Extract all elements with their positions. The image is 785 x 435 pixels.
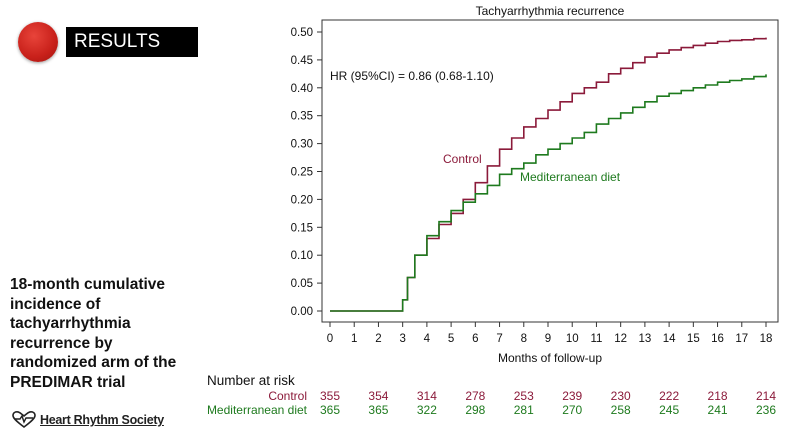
results-heading: RESULTS (66, 27, 198, 57)
risk-value: 222 (659, 389, 679, 403)
risk-value: 365 (368, 403, 388, 417)
risk-value: 322 (417, 403, 437, 417)
x-tick-label: 4 (424, 333, 431, 345)
risk-value: 245 (659, 403, 679, 417)
x-tick-label: 16 (711, 333, 724, 345)
risk-value: 365 (320, 403, 340, 417)
axes: 0.00 0.05 0.10 0.15 0.20 0.25 0.30 0.35 0.40 0.45… (291, 27, 773, 345)
labels-layer: Tachyarrhythmia recurrence Months of foll… (330, 4, 625, 365)
x-tick-label: 15 (687, 333, 700, 345)
y-tick-label: 0.10 (291, 250, 313, 262)
logo-text: Heart Rhythm Society (40, 413, 164, 427)
risk-value: 298 (465, 403, 485, 417)
x-tick-label: 17 (735, 333, 748, 345)
hr-annotation: HR (95%CI) = 0.86 (0.68-1.10) (330, 69, 494, 83)
y-tick-label: 0.35 (291, 111, 313, 123)
y-tick-label: 0.25 (291, 167, 313, 179)
risk-value: 270 (562, 403, 582, 417)
risk-value: 281 (514, 403, 534, 417)
risk-value: 314 (417, 389, 437, 403)
y-tick-label: 0.50 (291, 27, 313, 39)
x-tick-label: 1 (351, 333, 357, 345)
series-label-mediterranean-diet: Mediterranean diet (520, 170, 621, 184)
x-tick-label: 6 (472, 333, 478, 345)
risk-value: 253 (514, 389, 534, 403)
logo: Heart Rhythm Society (12, 410, 164, 430)
x-tick-label: 12 (614, 333, 627, 345)
risk-value: 214 (756, 389, 776, 403)
y-tick-label: 0.30 (291, 139, 313, 151)
x-tick-label: 3 (399, 333, 405, 345)
x-tick-label: 5 (448, 333, 454, 345)
x-tick-label: 7 (496, 333, 502, 345)
y-tick-label: 0.45 (291, 55, 313, 67)
x-tick-label: 11 (590, 333, 602, 345)
heart-pulse-icon (12, 411, 36, 429)
x-tick-label: 2 (375, 333, 381, 345)
risk-table-title: Number at risk (207, 373, 295, 388)
risk-value: 278 (465, 389, 485, 403)
results-bullet-icon (18, 22, 58, 62)
x-tick-label: 14 (663, 333, 676, 345)
y-tick-label: 0.00 (291, 306, 313, 318)
y-tick-label: 0.20 (291, 194, 313, 206)
risk-value: 239 (562, 389, 582, 403)
series-label-control: Control (443, 152, 482, 166)
y-tick-label: 0.05 (291, 278, 313, 290)
risk-value: 230 (611, 389, 631, 403)
risk-value: 236 (756, 403, 776, 417)
x-tick-label: 9 (545, 333, 551, 345)
y-tick-label: 0.15 (291, 222, 313, 234)
series-line-mediterranean-diet (330, 74, 767, 312)
risk-row-label: Mediterranean diet (207, 403, 308, 417)
x-axis-label: Months of follow-up (498, 351, 602, 365)
x-tick-label: 0 (327, 333, 333, 345)
y-tick-label: 0.40 (291, 83, 313, 95)
figure-caption: 18-month cumulative incidence of tachyar… (10, 276, 177, 391)
risk-row-label: Control (268, 389, 307, 403)
x-tick-label: 8 (521, 333, 527, 345)
risk-value: 355 (320, 389, 340, 403)
risk-value: 241 (708, 403, 728, 417)
risk-value: 258 (611, 403, 631, 417)
risk-value: 354 (368, 389, 388, 403)
x-tick-label: 18 (760, 333, 773, 345)
chart-title: Tachyarrhythmia recurrence (476, 4, 625, 18)
x-tick-label: 13 (638, 333, 651, 345)
risk-value: 218 (708, 389, 728, 403)
x-tick-label: 10 (566, 333, 579, 345)
series-layer (330, 37, 767, 312)
